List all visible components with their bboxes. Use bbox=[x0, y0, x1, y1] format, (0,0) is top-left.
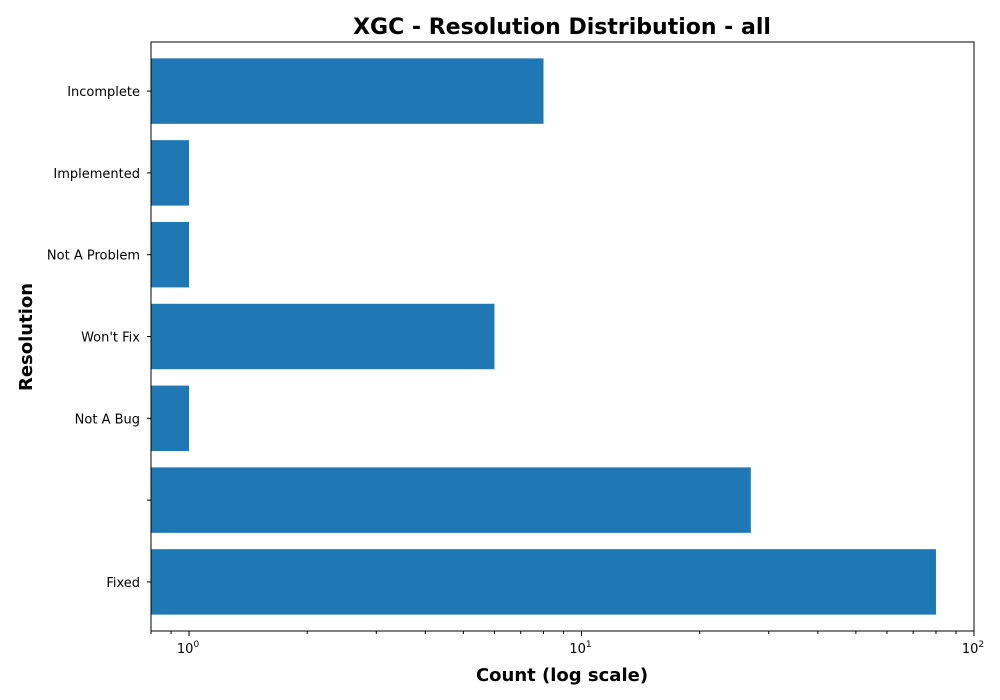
x-tick-label: 101 bbox=[569, 640, 591, 657]
x-tick-label: 100 bbox=[177, 640, 200, 657]
plot-frame bbox=[150, 41, 975, 632]
y-tick-label: Not A Problem bbox=[47, 249, 140, 264]
bar bbox=[151, 221, 190, 288]
y-axis-label: Resolution bbox=[16, 283, 37, 391]
x-axis-label: Count (log scale) bbox=[476, 665, 648, 686]
x-tick-label: 102 bbox=[962, 640, 984, 657]
y-axis: Fixed Not A Bug Won't Fix Not A Problem Impl… bbox=[47, 85, 151, 591]
x-axis: 100 101 102 bbox=[150, 631, 984, 657]
chart-title: XGC - Resolution Distribution - all bbox=[353, 15, 771, 40]
y-tick-label: Implemented bbox=[53, 167, 140, 182]
bar bbox=[151, 58, 544, 124]
y-tick-label: Incomplete bbox=[67, 85, 140, 100]
y-tick-label: Won't Fix bbox=[81, 331, 140, 346]
bar bbox=[151, 303, 495, 370]
y-tick-label: Not A Bug bbox=[75, 412, 140, 427]
y-tick-label: Fixed bbox=[106, 576, 140, 591]
bar bbox=[151, 467, 751, 533]
bars-group bbox=[151, 58, 936, 615]
bar bbox=[151, 549, 936, 615]
bar bbox=[151, 385, 190, 452]
bar bbox=[151, 140, 190, 206]
